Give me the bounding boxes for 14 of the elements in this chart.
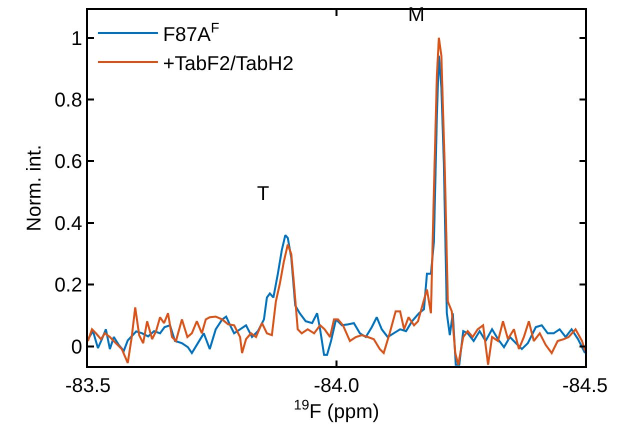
x-axis-title: $^{19}$F (ppm) <box>294 396 380 424</box>
x-tick-label: -83.5 <box>65 374 111 397</box>
x-tick-label: -84.5 <box>562 374 608 397</box>
y-tick-label: 0.8 <box>54 89 82 112</box>
annotation: T <box>257 183 270 205</box>
y-tick-label: 0.2 <box>54 274 82 297</box>
legend-label: F87A$^{F}$ <box>162 19 220 46</box>
y-tick-label: 0 <box>71 336 82 358</box>
y-tick-label: 1 <box>71 28 82 50</box>
x-tick-label: -84.0 <box>314 374 360 397</box>
legend-label: +TabF2/TabH2 <box>162 52 294 75</box>
y-axis-title: Norm. int. <box>23 144 46 232</box>
y-tick-label: 0.4 <box>54 212 82 235</box>
y-tick-label: 0.6 <box>54 151 82 174</box>
